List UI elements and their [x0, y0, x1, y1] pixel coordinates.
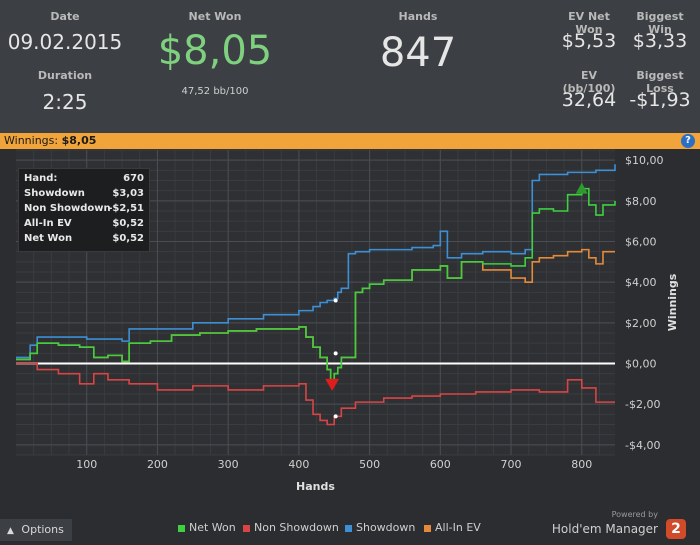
x-tick-label: 500	[359, 458, 380, 471]
x-tick-label: 300	[218, 458, 239, 471]
net-won-label: Net Won	[188, 10, 242, 23]
tooltip-row: Showdown $3,03	[24, 188, 144, 199]
date-label: Date	[50, 10, 80, 23]
hands-value: 847	[379, 30, 457, 76]
series-line-non-showdown	[16, 362, 615, 426]
ev-net-won-value: $5,53	[561, 30, 617, 52]
tooltip-row: Non Showdown -$2,51	[24, 203, 144, 214]
ev-bb100-label: EV (bb/100)	[562, 69, 616, 95]
y-tick-label: $10,00	[625, 154, 664, 167]
hover-dot	[333, 298, 338, 303]
ev-net-won-label: EV Net Won	[568, 10, 610, 36]
duration-label: Duration	[37, 69, 93, 82]
winnings-summary: Winnings: $8,05	[4, 134, 97, 147]
y-tick-label: -$2,00	[625, 398, 660, 411]
biggest-win-label: Biggest Win	[636, 10, 684, 36]
powered-by-text: Powered by	[611, 510, 658, 519]
legend-showdown[interactable]: Showdown	[345, 521, 415, 534]
net-won-bb100: 47,52 bb/100	[181, 86, 249, 97]
tooltip-row: All-In EV $0,52	[24, 218, 144, 229]
tooltip-row: Net Won $0,52	[24, 233, 144, 244]
date-value: 09.02.2015	[7, 30, 123, 54]
x-tick-label: 700	[501, 458, 522, 471]
y-axis-title: Winnings	[666, 273, 679, 331]
x-tick-label: 800	[571, 458, 592, 471]
biggest-loss-label: Biggest Loss	[636, 69, 684, 95]
biggest-loss-marker	[325, 378, 340, 391]
question-icon[interactable]: ?	[681, 134, 695, 148]
x-tick-label: 600	[430, 458, 451, 471]
hover-dot	[333, 414, 338, 419]
options-label: Options	[21, 523, 64, 536]
series-line-net-won	[16, 187, 616, 381]
duration-value: 2:25	[42, 90, 88, 114]
y-tick-label: -$4,00	[625, 439, 660, 452]
y-tick-label: $4,00	[625, 276, 657, 289]
legend-non-showdown[interactable]: Non Showdown	[243, 521, 339, 534]
brand-logo: Powered by Hold'em Manager 2	[552, 510, 688, 541]
x-axis-title: Hands	[296, 480, 335, 493]
y-tick-label: $8,00	[625, 195, 657, 208]
series-line-showdown	[16, 164, 616, 359]
biggest-win-marker	[575, 182, 588, 194]
x-tick-label: 400	[288, 458, 309, 471]
hands-label: Hands	[398, 10, 438, 23]
y-tick-label: $2,00	[625, 317, 657, 330]
biggest-win-value: $3,33	[632, 30, 688, 52]
brand-number-badge: 2	[666, 519, 686, 539]
legend-net-won[interactable]: Net Won	[178, 521, 236, 534]
stats-panel	[0, 0, 700, 133]
x-tick-label: 200	[147, 458, 168, 471]
biggest-loss-value: -$1,93	[629, 89, 691, 111]
options-button[interactable]: ▲ Options	[0, 519, 72, 541]
y-tick-label: $6,00	[625, 236, 657, 249]
ev-bb100-value: 32,64	[561, 89, 617, 111]
tooltip-row: Hand: 670	[24, 173, 144, 184]
chevron-up-icon: ▲	[7, 526, 14, 536]
brand-name: Hold'em Manager	[551, 522, 658, 536]
legend-allin-ev[interactable]: All-In EV	[424, 521, 481, 534]
winnings-bar: Winnings: $8,05 ?	[0, 133, 700, 149]
hover-dot	[333, 351, 338, 356]
y-tick-label: $0,00	[625, 358, 657, 371]
hand-tooltip: Hand: 670 Showdown $3,03 Non Showdown -$2,5…	[18, 168, 150, 252]
x-tick-label: 100	[76, 458, 97, 471]
net-won-value: $8,05	[157, 28, 273, 74]
